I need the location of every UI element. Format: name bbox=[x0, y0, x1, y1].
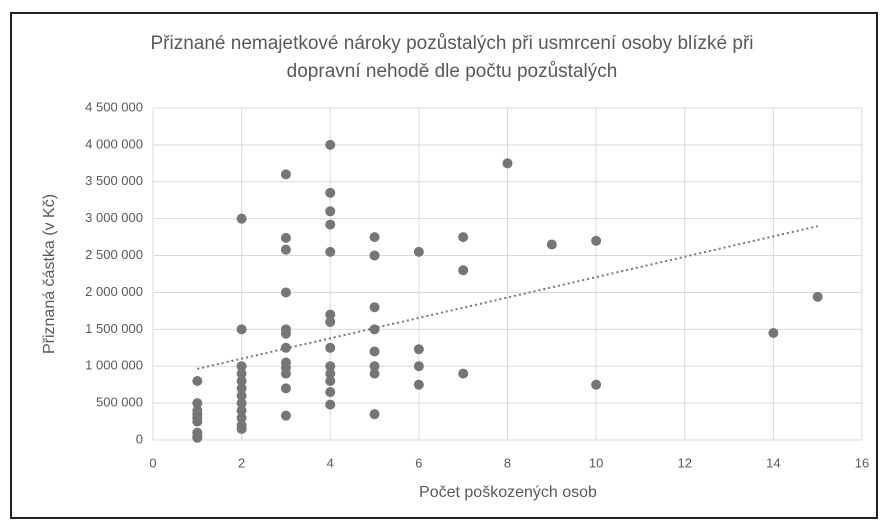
x-tick-label: 12 bbox=[678, 455, 692, 470]
chart-title: Přiznané nemajetkové nároky pozůstalých … bbox=[150, 33, 753, 54]
point bbox=[325, 316, 336, 327]
point bbox=[280, 287, 291, 298]
point bbox=[413, 344, 424, 355]
trendline bbox=[197, 225, 818, 370]
point bbox=[591, 379, 602, 390]
point bbox=[236, 213, 247, 224]
y-axis-label: Přiznaná částka (v Kč) bbox=[41, 194, 58, 354]
x-tick-label: 10 bbox=[589, 455, 603, 470]
point bbox=[280, 368, 291, 379]
point bbox=[591, 235, 602, 246]
point bbox=[325, 387, 336, 398]
point bbox=[325, 399, 336, 410]
point bbox=[325, 375, 336, 386]
point bbox=[369, 324, 380, 335]
y-tick-label: 0 bbox=[136, 431, 143, 446]
point bbox=[325, 361, 336, 372]
point bbox=[236, 412, 247, 423]
point bbox=[280, 244, 291, 255]
point bbox=[812, 291, 823, 302]
y-tick-label: 1 000 000 bbox=[85, 358, 143, 373]
x-tick-label: 6 bbox=[415, 455, 422, 470]
x-tick-label: 2 bbox=[238, 455, 245, 470]
point bbox=[280, 232, 291, 243]
y-tick-label: 3 500 000 bbox=[85, 173, 143, 188]
point bbox=[236, 405, 247, 416]
point bbox=[369, 368, 380, 379]
point bbox=[325, 206, 336, 217]
point bbox=[192, 398, 203, 409]
point bbox=[280, 410, 291, 421]
point bbox=[325, 342, 336, 353]
point bbox=[325, 139, 336, 150]
point bbox=[369, 302, 380, 313]
y-tick-label: 3 000 000 bbox=[85, 210, 143, 225]
point bbox=[325, 309, 336, 320]
point bbox=[458, 232, 469, 243]
point bbox=[458, 265, 469, 276]
point bbox=[369, 361, 380, 372]
point bbox=[236, 368, 247, 379]
point bbox=[192, 416, 203, 427]
y-tick-label: 2 500 000 bbox=[85, 247, 143, 262]
point bbox=[236, 383, 247, 394]
point bbox=[236, 398, 247, 409]
point bbox=[325, 187, 336, 198]
point bbox=[280, 383, 291, 394]
chart-frame bbox=[10, 12, 878, 519]
point bbox=[413, 379, 424, 390]
x-tick-label: 14 bbox=[766, 455, 780, 470]
point bbox=[192, 432, 203, 443]
y-tick-label: 4 000 000 bbox=[85, 136, 143, 151]
point bbox=[369, 346, 380, 357]
point bbox=[280, 342, 291, 353]
point bbox=[325, 368, 336, 379]
point bbox=[369, 409, 380, 420]
point bbox=[236, 390, 247, 401]
point bbox=[236, 361, 247, 372]
point bbox=[236, 423, 247, 434]
x-tick-label: 0 bbox=[149, 455, 156, 470]
point bbox=[236, 324, 247, 335]
point bbox=[325, 246, 336, 257]
x-tick-label: 4 bbox=[327, 455, 334, 470]
point bbox=[192, 375, 203, 386]
point bbox=[768, 328, 779, 339]
y-tick-label: 4 500 000 bbox=[85, 99, 143, 114]
x-axis-label: Počet poškozených osob bbox=[419, 484, 597, 501]
point bbox=[502, 158, 513, 169]
point bbox=[369, 232, 380, 243]
point bbox=[413, 361, 424, 372]
y-tick-label: 1 500 000 bbox=[85, 321, 143, 336]
point bbox=[325, 219, 336, 230]
point bbox=[413, 246, 424, 257]
x-tick-label: 8 bbox=[504, 455, 511, 470]
point bbox=[546, 239, 557, 250]
point bbox=[280, 328, 291, 339]
point bbox=[280, 169, 291, 180]
x-tick-label: 16 bbox=[855, 455, 869, 470]
chart-title: dopravní nehodě dle počtu pozůstalých bbox=[287, 61, 618, 82]
point bbox=[236, 375, 247, 386]
y-tick-label: 500 000 bbox=[96, 395, 143, 410]
point bbox=[458, 368, 469, 379]
point bbox=[369, 250, 380, 261]
y-tick-label: 2 000 000 bbox=[85, 284, 143, 299]
